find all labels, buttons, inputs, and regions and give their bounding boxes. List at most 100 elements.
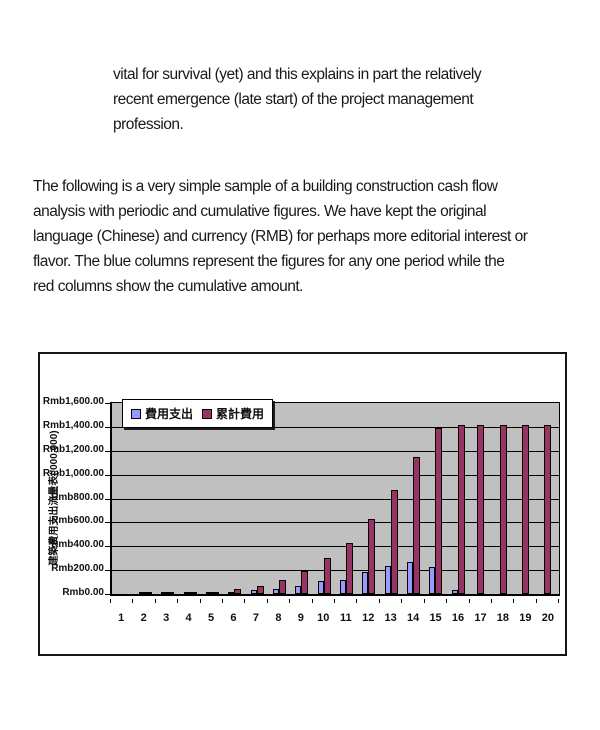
bar-cumulative-expense [457,424,465,594]
y-tick-label: Rmb800.00 [51,491,104,503]
bar-period-expense [407,561,414,594]
bar-cumulative-expense [189,592,197,594]
gridline [112,546,559,548]
y-tick-mark [105,498,110,500]
category-slot [514,403,536,594]
category-slot [201,403,223,594]
y-tick-mark [105,450,110,452]
x-tick-label: 7 [252,612,259,624]
x-tick-label: 5 [207,612,215,624]
category-slot [291,403,313,594]
category-slot [492,403,514,594]
x-tick-mark [223,599,246,603]
y-tick-mark [105,474,110,476]
x-tick-label: 12 [362,612,375,624]
gridline [112,522,559,524]
x-tick-mark [380,599,403,603]
x-tick-mark [178,599,201,603]
category-slot [246,403,268,594]
bar-period-expense [139,592,146,594]
y-tick-label: Rmb400.00 [51,539,104,551]
paragraph-line: analysis with periodic and cumulative fi… [33,203,487,220]
y-tick-label: Rmb0.00 [62,587,104,598]
category-slot [112,403,134,594]
legend-swatch-period [131,408,141,419]
paragraph-line: flavor. The blue columns represent the f… [33,253,505,270]
bar-period-expense [429,567,436,594]
y-tick-label: Rmb1,600.00 [42,396,104,407]
paragraph-indented: vital for survival (yet) and this explai… [113,62,482,137]
legend-label-cumulative: 累計費用 [216,407,265,421]
bar-cumulative-expense [499,424,507,594]
x-tick-mark [290,599,313,603]
bar-cumulative-expense [368,518,376,594]
bar-period-expense [228,592,235,594]
legend-item-cumulative: 累計費用 [202,405,264,422]
x-tick-mark [470,599,492,603]
bar-cumulative-expense [544,424,552,594]
bar-cumulative-expense [323,558,331,594]
category-slot [134,403,156,594]
y-tick-label: Rmb600.00 [51,515,104,527]
category-slot [470,403,492,594]
category-slot [447,403,469,594]
bar-cumulative-expense [256,585,264,594]
y-tick-label: Rmb1,000.00 [42,467,104,479]
paragraph-line: profession. [113,116,184,133]
y-tick-label: Rmb1,400.00 [42,419,104,431]
plot-area [105,402,560,596]
x-tick-label: 14 [406,612,420,624]
bar-period-expense [273,588,280,594]
x-tick-mark [492,599,515,603]
x-tick-mark [268,599,291,603]
paragraph-line: The following is a very simple sample of… [33,178,498,195]
y-tick-mark [105,522,110,524]
x-tick-label: 13 [384,612,397,624]
y-tick-mark [105,403,110,404]
y-tick-mark [105,546,110,548]
x-tick-label: 16 [451,612,465,624]
gridline [112,498,559,500]
category-slot [402,403,424,594]
bar-period-expense [295,586,302,594]
x-tick-label: 8 [275,612,282,624]
category-slot [335,403,357,594]
x-axis-tick-marks [110,599,560,603]
bar-cumulative-expense [145,592,153,594]
bar-cumulative-expense [346,542,354,594]
x-tick-mark [425,599,448,603]
x-tick-label: 17 [474,612,487,624]
x-tick-mark [156,599,179,603]
gridline [112,570,559,572]
legend-item-period: 費用支出 [131,405,193,422]
paragraph-line: vital for survival (yet) and this explai… [113,66,482,83]
x-tick-label: 9 [297,612,304,624]
bar-cumulative-expense [212,591,220,594]
bar-cumulative-expense [234,589,242,594]
x-tick-mark [335,599,358,603]
bar-cumulative-expense [279,580,287,594]
category-slot [537,403,559,594]
x-tick-mark [245,599,268,603]
category-slot [358,403,380,594]
x-tick-mark [537,599,560,603]
category-slot [224,403,246,594]
y-tick-mark [105,570,110,572]
x-tick-label: 2 [140,612,147,624]
category-slot [313,403,335,594]
x-tick-label: 11 [339,612,352,624]
category-slot [425,403,447,594]
bar-slots [112,403,559,594]
x-axis-labels: 1 2 3 4 5 6 7 8 9 10 11 12 13 14 15 16 17 18 19 20 [110,612,559,624]
legend-label-period: 費用支出 [145,407,194,421]
y-tick-label: Rmb1,200.00 [42,443,104,455]
gridline [112,426,559,428]
x-tick-mark [133,599,156,603]
category-slot [380,403,402,594]
bar-cumulative-expense [301,571,309,594]
bar-period-expense [206,592,213,594]
cash-flow-chart-figure: 建築費用支出流量表('000,000) Rmb1,600.00 Rmb1,400.… [38,352,567,656]
category-slot [157,403,179,594]
x-tick-label: 3 [163,612,170,624]
